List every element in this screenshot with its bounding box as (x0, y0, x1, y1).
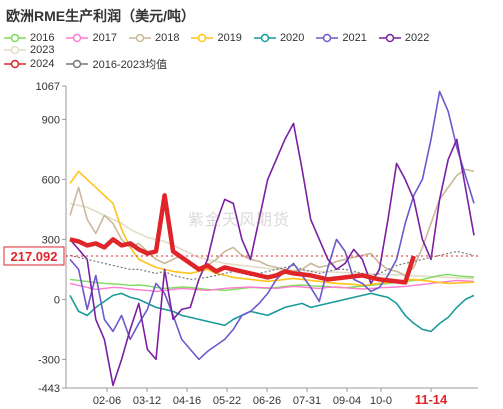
y-tick-label: 900 (42, 114, 60, 126)
legend-row: 2016 2017 2018 2019 2020 2021 2022 2023 (4, 32, 499, 56)
y-tick-label: 600 (42, 174, 60, 186)
legend-marker-icon (253, 33, 276, 43)
y-tick-label: 0 (54, 294, 60, 306)
y-tick-label: -300 (38, 354, 60, 366)
series-line[interactable] (69, 193, 416, 285)
x-tick-label: 04-16 (173, 395, 201, 407)
legend-label: 2021 (342, 32, 367, 44)
legend-row: 2024 2016-2023均值 (4, 53, 499, 74)
legend-marker-icon (66, 59, 89, 68)
legend-item[interactable]: 2022 (378, 32, 430, 44)
legend-item[interactable]: 2024 (4, 58, 54, 70)
legend-marker-icon (4, 45, 26, 55)
legend-label: 2020 (279, 32, 305, 44)
legend-marker-icon (191, 33, 214, 43)
legend-item[interactable]: 2019 (191, 32, 242, 44)
series-line[interactable] (69, 122, 475, 387)
legend-label: 2022 (404, 32, 430, 44)
legend-marker-icon (4, 33, 26, 43)
y-tick-label: 1067 (36, 81, 60, 93)
y-tick-label: -443 (38, 383, 60, 395)
x-tick-label: 06-26 (253, 395, 281, 407)
legend-label: 2018 (154, 32, 180, 44)
x-tick-label: 07-31 (293, 395, 321, 407)
legend-item[interactable]: 2021 (316, 32, 367, 44)
series-line[interactable] (69, 292, 475, 333)
legend-item[interactable]: 2016-2023均值 (66, 56, 167, 72)
legend-marker-icon (128, 33, 151, 43)
x-tick-label: 03-12 (133, 395, 161, 407)
legend: 2016 2017 2018 2019 2020 2021 2022 2023 2024 201… (4, 32, 499, 74)
legend-item[interactable]: 2016 (4, 32, 54, 44)
x-tick-label: 10-0 (370, 395, 392, 407)
legend-label: 2017 (92, 32, 117, 44)
series-line[interactable] (69, 279, 475, 293)
x-tick-label: 05-22 (213, 395, 241, 407)
legend-item[interactable]: 2017 (66, 32, 117, 44)
legend-label: 2016 (30, 32, 55, 44)
watermark: 紫金天风期货 (188, 212, 291, 229)
legend-marker-icon (4, 59, 26, 68)
highlight-value-box (3, 246, 65, 266)
chart-title: 欧洲RME生产利润（美元/吨） (6, 8, 195, 24)
legend-marker-icon (378, 33, 401, 43)
legend-item[interactable]: 2018 (128, 32, 180, 44)
legend-marker-icon (316, 33, 339, 43)
legend-label: 2023 (30, 44, 55, 56)
series-line[interactable] (69, 250, 475, 280)
legend-item[interactable]: 2020 (253, 32, 305, 44)
y-tick-label: 300 (42, 234, 60, 246)
legend-label: 2024 (30, 57, 55, 70)
x-tick-label: 02-06 (93, 395, 121, 407)
highlight-value-label: 217.092 (11, 249, 58, 264)
legend-label: 2019 (217, 32, 242, 44)
x-tick-label: 11-14 (415, 392, 448, 407)
series-line[interactable] (69, 90, 475, 361)
legend-marker-icon (66, 33, 89, 43)
x-tick-label: 09-04 (333, 395, 361, 407)
legend-item[interactable]: 2023 (4, 44, 54, 56)
legend-label: 2016-2023均值 (92, 58, 168, 71)
